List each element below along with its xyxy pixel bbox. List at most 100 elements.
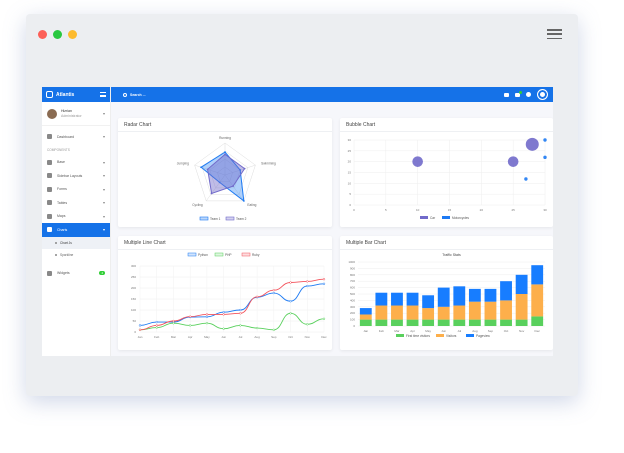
data-point (172, 319, 175, 323)
sidebar-subitem-chart-js[interactable]: Chart Js (42, 236, 110, 249)
x-tick-label: Jun (441, 329, 446, 333)
sidebar-item-label: Sidebar Layouts (57, 173, 83, 178)
bar-segment (422, 308, 435, 320)
x-tick-label: Jul (238, 335, 242, 339)
bar-segment (391, 319, 403, 326)
minimize-dot[interactable] (68, 30, 77, 39)
data-point (306, 323, 309, 326)
sidebar-item-maps[interactable]: Maps ▾ (42, 210, 110, 224)
sidebar-item-label: Forms (57, 187, 67, 192)
envelope-icon[interactable] (504, 92, 509, 97)
line-chart: 0 50 100 150 200 250 300 Jan Feb Mar Apr May Jun Jul A… (131, 252, 327, 339)
menu-icon[interactable] (547, 29, 562, 39)
bar-chart-card: Multiple Bar Chart Traffic Stats 0 100 200 3… (340, 236, 553, 350)
card-title: Multiple Line Chart (118, 236, 332, 250)
radar-grid (201, 150, 249, 195)
bar-segment (359, 308, 372, 315)
layers-icon[interactable] (526, 92, 531, 97)
x-tick-label: 5 (385, 208, 387, 212)
bar-segment (375, 305, 388, 320)
data-point (189, 315, 192, 318)
bar-segment (515, 319, 528, 326)
table-icon (47, 200, 52, 206)
user-panel[interactable]: Hizrian Administrator ▾ (42, 102, 110, 126)
bubble (543, 138, 547, 142)
data-point (239, 169, 242, 171)
data-point (239, 312, 242, 315)
sidebar-item-label: Dashboard (57, 134, 75, 139)
sidebar-item-forms[interactable]: Forms ▾ (42, 183, 110, 197)
x-tick-label: Aug (254, 335, 260, 339)
search-input[interactable]: Search ... (123, 92, 146, 97)
y-tick-label: 200 (131, 286, 136, 290)
sidebar-item-base[interactable]: Base ▾ (42, 156, 110, 170)
x-tick-label: Jan (363, 329, 368, 333)
search-placeholder: Search ... (130, 92, 146, 97)
sidebar-item-widgets[interactable]: Widgets 4 (42, 267, 110, 281)
x-tick-label: Jan (138, 335, 143, 339)
data-point (272, 291, 275, 295)
x-tick-label: May (425, 329, 431, 333)
legend-swatch (442, 216, 450, 219)
y-tick-label: 900 (350, 266, 355, 270)
x-tick-label: Mar (394, 329, 399, 333)
close-dot[interactable] (38, 30, 47, 39)
sidebar-subitem-sparkline[interactable]: Sparkline (42, 249, 110, 261)
data-point (155, 320, 158, 324)
user-name: Hizrian (61, 109, 72, 113)
chevron-down-icon: ▾ (102, 213, 105, 219)
data-point (322, 278, 326, 281)
data-point (200, 166, 202, 169)
bar-chart: Traffic Stats 0 100 200 300 400 500 600 700 800 90… (348, 253, 545, 338)
data-point (206, 168, 209, 171)
sidebar-item-dashboard[interactable]: Dashboard ▾ (42, 130, 110, 144)
x-tick-label: Nov (305, 335, 311, 339)
legend-label: Python (198, 253, 208, 257)
bar-segment (453, 286, 466, 306)
card-title: Multiple Bar Chart (340, 236, 553, 250)
bar-segment (500, 281, 512, 301)
bar-segment (375, 292, 388, 306)
bubble (524, 177, 528, 181)
sidebar-item-sidebar-layouts[interactable]: Sidebar Layouts ▾ (42, 169, 110, 183)
bar-segment (406, 305, 419, 320)
bubble (507, 156, 519, 167)
bar-segment (468, 301, 481, 320)
logo-icon (46, 91, 53, 98)
bar-segment (406, 319, 419, 326)
data-point (222, 311, 225, 314)
avatar[interactable] (537, 89, 548, 100)
chevron-down-icon: ▾ (102, 200, 105, 206)
legend-label: Pageview (476, 334, 491, 338)
data-point (155, 326, 158, 329)
brand-name: Atlantis (56, 91, 75, 98)
radar-axis (205, 174, 226, 202)
sidebar-toggle-icon[interactable] (100, 92, 106, 97)
x-tick-label: Aug (472, 329, 478, 333)
sidebar-item-charts[interactable]: Charts ▾ (42, 223, 110, 237)
chart-icon (47, 227, 52, 233)
bar-segment (391, 292, 403, 306)
chevron-down-icon: ▾ (102, 134, 105, 140)
y-tick-label: 100 (350, 318, 355, 322)
x-tick-label: Mar (171, 335, 176, 339)
data-point (306, 280, 309, 283)
data-point (205, 313, 209, 316)
axis-label: Eating (247, 203, 256, 207)
sidebar: Atlantis Hizrian Administrator ▾ Dashboar… (42, 87, 111, 356)
x-tick-label: May (204, 335, 210, 339)
y-tick-label: 400 (350, 298, 355, 302)
chevron-down-icon: ▾ (102, 227, 105, 233)
y-tick-label: 250 (131, 275, 136, 279)
avatar (47, 108, 57, 119)
bar-segment (437, 287, 450, 307)
x-tick-label: Oct (504, 329, 509, 333)
sidebar-item-tables[interactable]: Tables ▾ (42, 196, 110, 210)
bell-icon[interactable] (515, 90, 522, 97)
bubble-chart-card: Bubble Chart 0 5 10 15 20 25 30 0 5 10 15 20 25 30 Car… (340, 118, 553, 227)
y-tick-label: 1000 (348, 260, 355, 264)
axis-label: Jumping (177, 162, 189, 166)
maximize-dot[interactable] (53, 30, 62, 39)
data-point (222, 327, 225, 330)
legend-label: Visitors (446, 334, 457, 338)
